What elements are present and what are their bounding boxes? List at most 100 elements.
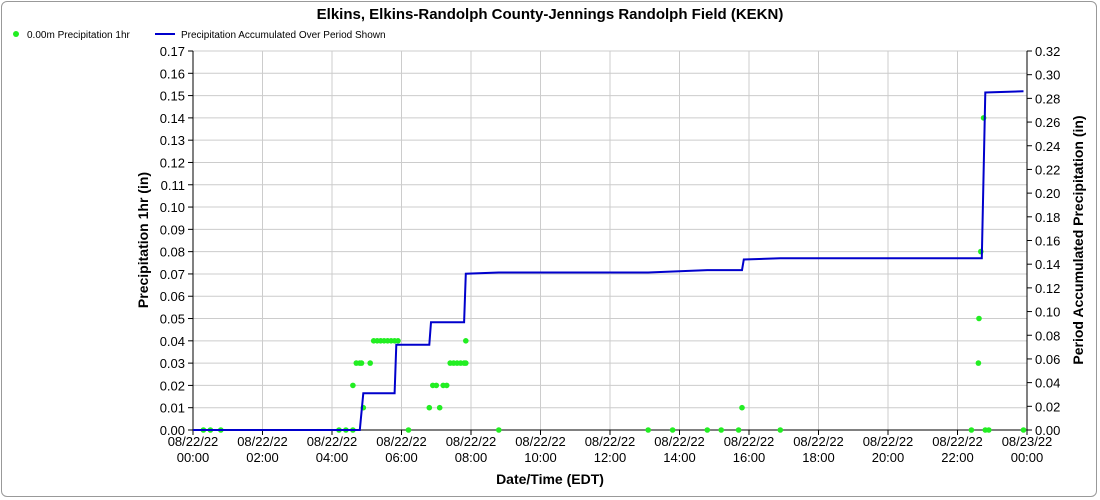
precip-1hr-point [436,404,443,411]
legend-label-precip-1hr: 0.00m Precipitation 1hr [27,30,131,41]
left-tick-label: 0.12 [160,155,185,170]
precip-1hr-point [1020,427,1027,433]
x-tick-time: 20:00 [872,450,905,465]
x-tick-date: 08/22/22 [515,434,566,449]
x-tick-date: 08/22/22 [654,434,705,449]
precip-1hr-point [350,382,356,389]
x-tick-time: 10:00 [524,450,557,465]
precip-1hr-point [367,360,374,366]
precip-1hr-point [735,427,742,433]
legend: 0.00m Precipitation 1hr Precipitation Ac… [13,30,386,41]
precip-1hr-point [358,360,365,366]
x-tick-time: 02:00 [246,450,279,465]
right-tick-label: 0.28 [1035,91,1060,106]
precip-1hr-point [426,404,433,411]
precip-1hr-point [463,338,469,344]
precip-1hr-point [669,427,676,433]
precip-1hr-point [443,382,450,389]
left-axis-ticks: 0.00 0.01 0.02 0.03 0.04 0.05 0.06 0.07 0.08 0.09… [160,44,193,438]
precip-1hr-point [968,427,975,433]
right-tick-label: 0.08 [1035,328,1060,343]
x-tick-time: 08:00 [455,450,488,465]
left-tick-label: 0.03 [160,356,185,371]
left-tick-label: 0.17 [160,44,185,59]
precip-1hr-point [986,427,992,433]
x-tick-date: 08/22/22 [376,434,427,449]
precip-1hr-point [777,427,784,433]
precip-1hr-point [704,427,711,433]
chart-title: Elkins, Elkins-Randolph County-Jennings … [317,6,784,23]
precip-1hr-point [463,360,469,366]
x-tick-time: 00:00 [1011,450,1044,465]
left-tick-label: 0.11 [161,178,185,193]
x-tick-time: 06:00 [385,450,418,465]
left-tick-label: 0.13 [160,133,185,148]
precip-1hr-point [645,427,651,433]
right-axis-ticks: 0.00 0.02 0.04 0.06 0.08 0.10 0.12 0.14 0.16 0.18… [1027,44,1060,438]
legend-marker-precip-1hr [13,31,19,37]
x-tick-date: 08/23/22 [1002,434,1053,449]
x-tick-time: 12:00 [594,450,627,465]
x-tick-date: 08/22/22 [863,434,914,449]
x-tick-date: 08/22/22 [585,434,636,449]
right-tick-label: 0.30 [1035,68,1060,83]
right-tick-label: 0.10 [1035,305,1060,320]
right-tick-label: 0.26 [1035,115,1060,130]
left-tick-label: 0.10 [160,200,185,215]
right-tick-label: 0.20 [1035,186,1060,201]
precip-1hr-point [739,404,745,411]
x-tick-date: 08/22/22 [446,434,497,449]
x-tick-date: 08/22/22 [237,434,288,449]
accumulated-precip-line [193,90,1024,431]
precip-1hr-point [976,315,982,322]
left-axis-label: Precipitation 1hr (in) [135,172,151,308]
right-tick-label: 0.22 [1035,162,1060,177]
left-tick-label: 0.02 [160,378,185,393]
right-tick-label: 0.16 [1035,234,1060,249]
left-tick-label: 0.08 [160,245,185,260]
precip-1hr-point [975,360,982,366]
left-tick-label: 0.14 [160,111,185,126]
x-tick-time: 00:00 [177,450,210,465]
precip-1hr-point [496,427,502,433]
precip-1hr-point [718,427,724,433]
x-tick-date: 08/22/22 [793,434,844,449]
right-tick-label: 0.14 [1035,257,1060,272]
right-tick-label: 0.02 [1035,399,1060,414]
right-tick-label: 0.24 [1035,139,1060,154]
right-tick-label: 0.00 [1035,423,1060,438]
x-axis-ticks: 08/22/2200:0008/22/2202:0008/22/2204:000… [168,430,1053,465]
left-tick-label: 0.15 [160,89,185,104]
precip-1hr-point [395,338,401,344]
x-tick-time: 14:00 [663,450,696,465]
x-tick-date: 08/22/22 [724,434,775,449]
left-tick-label: 0.09 [160,222,185,237]
precip-1hr-point [433,382,440,389]
x-tick-time: 22:00 [941,450,974,465]
left-tick-label: 0.05 [160,312,185,327]
left-tick-label: 0.04 [160,334,185,349]
x-tick-date: 08/22/22 [932,434,983,449]
right-tick-label: 0.32 [1035,44,1060,59]
x-axis-label: Date/Time (EDT) [496,471,604,487]
right-tick-label: 0.06 [1035,352,1060,367]
x-tick-time: 16:00 [733,450,766,465]
right-axis-label: Period Accumulated Precipitation (in) [1070,115,1086,364]
x-tick-date: 08/22/22 [168,434,219,449]
grid-layer [192,50,1028,431]
left-tick-label: 0.01 [160,401,185,416]
x-tick-time: 18:00 [802,450,835,465]
precip-1hr-point [405,427,412,433]
right-tick-label: 0.18 [1035,210,1060,225]
series-layer [193,90,1027,433]
left-tick-label: 0.16 [160,66,185,81]
left-tick-label: 0.07 [160,267,185,282]
right-tick-label: 0.04 [1035,376,1060,391]
left-tick-label: 0.06 [160,289,185,304]
x-tick-time: 04:00 [316,450,349,465]
legend-label-accumulated: Precipitation Accumulated Over Period Sh… [181,30,386,41]
x-tick-date: 08/22/22 [307,434,358,449]
right-tick-label: 0.12 [1035,281,1060,296]
